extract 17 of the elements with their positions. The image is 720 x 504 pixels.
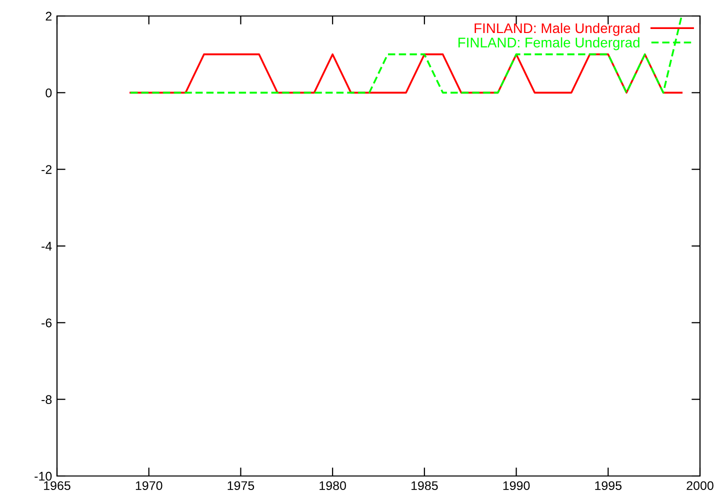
y-tick-label: 2	[46, 12, 52, 21]
y-tick-label: -6	[42, 318, 52, 328]
x-tick-label: 1990	[503, 481, 530, 490]
legend-label: FINLAND: Female Undergrad	[458, 37, 640, 50]
x-tick-label: 1985	[411, 481, 438, 490]
x-tick-label: 2000	[686, 481, 714, 490]
x-tick-label: 1995	[595, 481, 622, 490]
y-tick-label: -10	[34, 472, 52, 481]
legend-label: FINLAND: Male Undergrad	[474, 22, 640, 36]
y-tick-label: -2	[42, 165, 52, 174]
x-tick-label: 1970	[136, 481, 162, 490]
x-tick-label: 1965	[44, 481, 70, 490]
y-tick-label: -4	[42, 242, 52, 251]
y-tick-label: 0	[46, 88, 52, 98]
y-tick-label: -8	[42, 395, 52, 404]
x-tick-label: 1975	[228, 481, 254, 490]
x-tick-label: 1980	[320, 481, 346, 490]
